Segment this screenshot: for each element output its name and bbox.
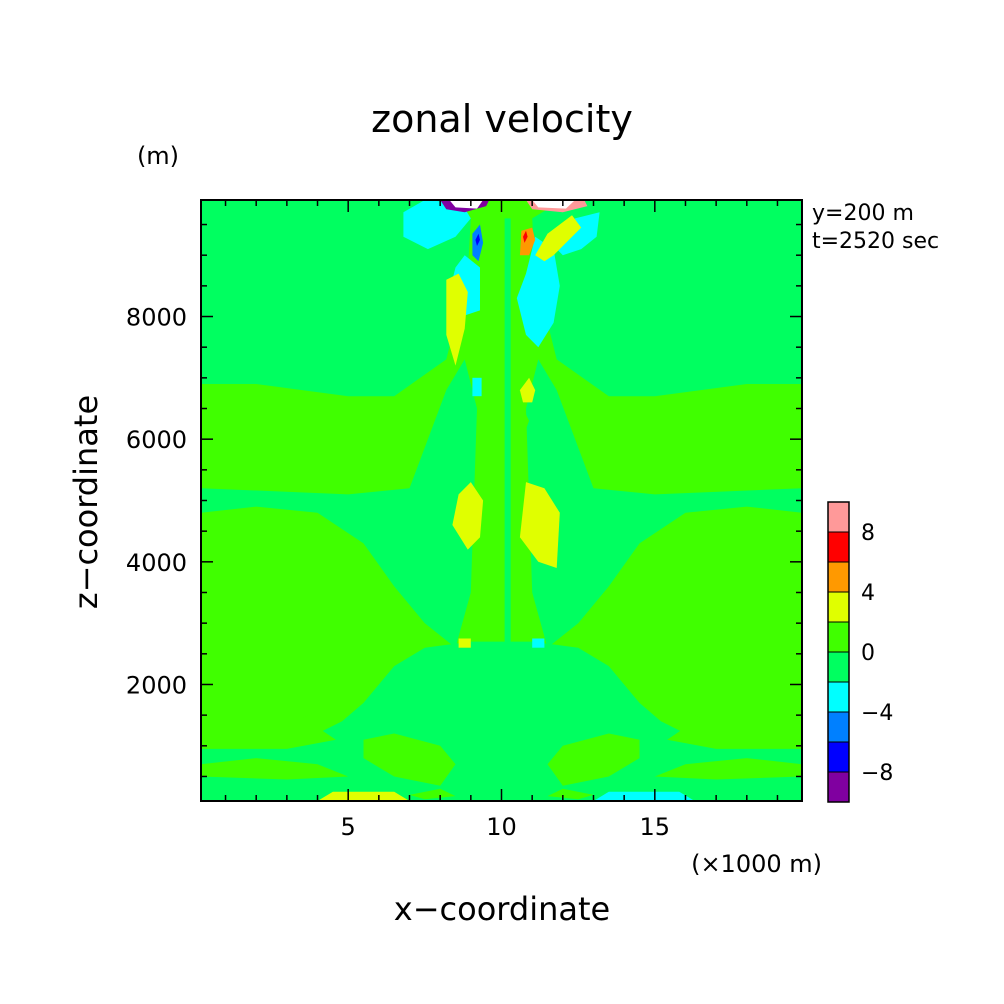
colorbar-label: −8: [861, 761, 893, 786]
contour-region: [532, 638, 545, 648]
y-axis-label: z−coordinate: [67, 395, 105, 609]
contour-region: [519, 377, 536, 403]
contour-region: [593, 791, 695, 801]
annotation-y: y=200 m: [812, 201, 914, 226]
y-tick-label: 6000: [126, 426, 187, 454]
contour-region: [654, 758, 802, 780]
contour-region: [523, 230, 528, 243]
x-tick-label: 10: [486, 813, 517, 841]
contour-region: [363, 733, 456, 786]
x-tick-label: 5: [341, 813, 356, 841]
x-axis-tick-labels: 5 10 15: [341, 813, 671, 841]
contour-region: [547, 733, 640, 786]
colorbar-swatch: [827, 591, 850, 623]
colorbar-swatch: [827, 561, 850, 593]
contour-region: [532, 200, 802, 397]
contour-region: [458, 638, 471, 648]
colorbar-swatch: [827, 621, 850, 653]
contour-region: [535, 215, 582, 262]
chart-title: zonal velocity: [371, 97, 633, 141]
y-tick-label: 8000: [126, 304, 187, 332]
contour-region: [526, 359, 802, 648]
contour-region: [201, 727, 336, 749]
colorbar-swatch: [827, 501, 850, 533]
contour-region: [403, 200, 471, 250]
contour-plot-area: [201, 200, 802, 801]
contour-region: [516, 236, 560, 348]
contour-regions: [201, 200, 802, 801]
y-tick-label: 4000: [126, 549, 187, 577]
y-axis-ticks: [201, 223, 802, 778]
annotation-t: t=2520 sec: [812, 229, 939, 254]
y-tick-label: 2000: [126, 671, 187, 699]
contour-region: [667, 727, 802, 749]
colorbar-swatch: [827, 771, 850, 803]
contour-region: [475, 233, 480, 246]
colorbar-label: 4: [861, 581, 875, 606]
x-axis-label: x−coordinate: [394, 890, 610, 928]
colorbar-frame: [827, 501, 850, 803]
contour-region: [519, 227, 536, 256]
colorbar: −8 −4 0 4 8: [827, 501, 893, 803]
contour-region: [472, 377, 482, 397]
colorbar-swatch: [827, 651, 850, 683]
colorbar-label: 0: [861, 641, 875, 666]
colorbar-label: −4: [861, 701, 893, 726]
x-tick-label: 15: [640, 813, 671, 841]
contour-region: [201, 681, 327, 722]
x-unit-label: (×1000 m): [691, 850, 822, 878]
colorbar-label: 8: [861, 521, 875, 546]
contour-core: [532, 200, 576, 209]
contour-region: [446, 273, 468, 366]
contour-region: [504, 218, 511, 801]
contour-region: [676, 681, 802, 722]
contour-region: [452, 482, 484, 550]
colorbar-swatch: [827, 681, 850, 713]
colorbar-swatch: [827, 531, 850, 563]
contour-region: [519, 482, 560, 568]
contour-region: [317, 791, 410, 801]
contour-region: [201, 200, 471, 397]
contour-region: [507, 402, 530, 446]
y-unit-label: (m): [137, 142, 179, 170]
colorbar-swatch: [827, 711, 850, 743]
contour-region: [201, 758, 349, 780]
y-axis-tick-labels: 2000 4000 6000 8000: [126, 304, 187, 700]
contour-region: [201, 359, 477, 648]
contour-core: [449, 200, 484, 209]
colorbar-swatch: [827, 741, 850, 773]
contour-region: [409, 788, 456, 800]
contour-region: [547, 788, 594, 800]
x-axis-ticks: [224, 200, 779, 801]
contour-region: [477, 402, 496, 446]
